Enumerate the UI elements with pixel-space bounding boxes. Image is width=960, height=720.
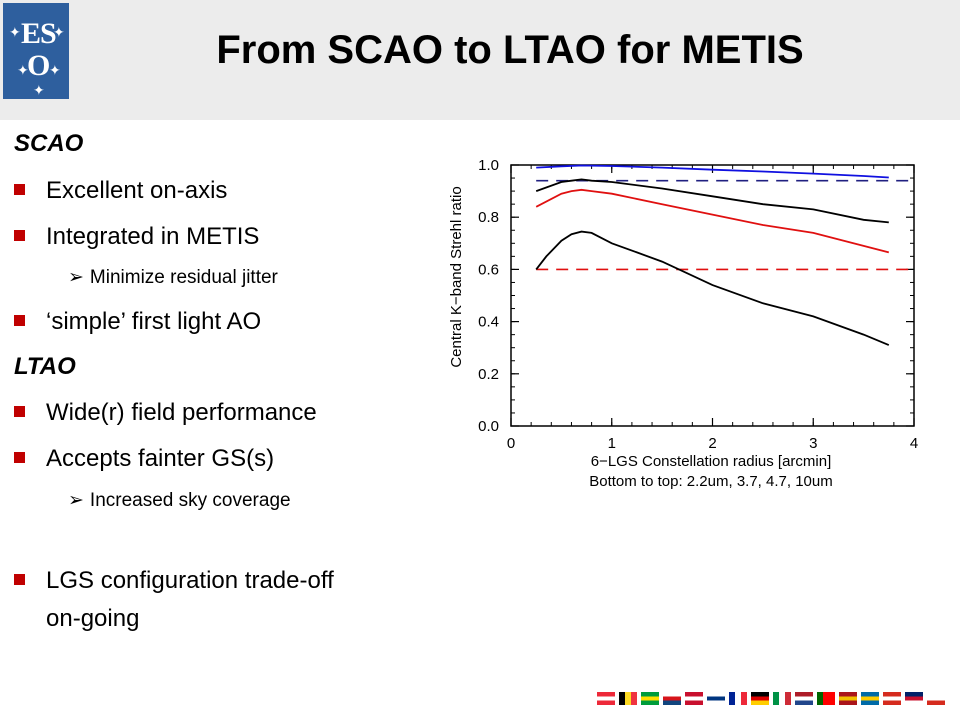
bullet-item: Wide(r) field performance [14, 398, 317, 428]
flag-icon [795, 692, 813, 705]
logo-text-bottom: O [27, 49, 51, 82]
series-line [536, 164, 889, 179]
y-tick-label: 0.6 [478, 261, 499, 278]
scao-heading: SCAO [14, 130, 84, 157]
bullet-text: Excellent on-axis [46, 177, 228, 204]
series-line [535, 178, 889, 224]
x-axis-label: 6−LGS Constellation radius [arcmin] [591, 453, 832, 470]
bullet-square-icon [14, 315, 25, 327]
flag-icon [905, 692, 923, 705]
y-tick-label: 0.2 [478, 366, 499, 383]
bullet-square-icon [14, 574, 25, 586]
flag-icon [927, 692, 945, 705]
flag-icon [685, 692, 703, 705]
flag-icon [619, 692, 637, 705]
sub-bullet-item: ➢ Increased sky coverage [68, 489, 291, 512]
bullet-square-icon [14, 452, 25, 464]
x-tick-label: 4 [910, 435, 918, 452]
sub-bullet-item: ➢ Minimize residual jitter [68, 266, 278, 289]
x-tick-label: 3 [809, 435, 817, 452]
flag-icon [817, 692, 835, 705]
logo-star-icon: ✦ [17, 62, 29, 78]
sub-bullet-text: Minimize residual jitter [89, 267, 278, 288]
flag-icon [883, 692, 901, 705]
sub-bullet-text: Increased sky coverage [89, 490, 291, 511]
flag-icon [729, 692, 747, 705]
arrow-bullet-icon: ➢ [68, 490, 84, 511]
y-tick-label: 0.4 [478, 314, 499, 331]
logo-star-icon: ✦ [33, 82, 45, 98]
eso-logo: ES O ✦ ✦ ✦ ✦ ✦ [3, 3, 69, 99]
flag-icon [773, 692, 791, 705]
y-tick-label: 0.8 [478, 209, 499, 226]
y-tick-label: 1.0 [478, 157, 499, 174]
bullet-square-icon [14, 406, 25, 418]
bullet-text: Wide(r) field performance [46, 399, 317, 426]
logo-text-top: ES [21, 17, 57, 50]
arrow-bullet-icon: ➢ [68, 267, 84, 288]
flag-icon [597, 692, 615, 705]
slide-title: From SCAO to LTAO for METIS [216, 28, 804, 72]
ltao-heading: LTAO [14, 353, 76, 380]
flag-icon [663, 692, 681, 705]
bullet-text: Integrated in METIS [46, 223, 260, 250]
series-line [535, 230, 890, 346]
x-tick-label: 2 [708, 435, 716, 452]
series-line [535, 188, 890, 254]
logo-star-icon: ✦ [53, 24, 65, 40]
header-band [0, 0, 960, 120]
flag-icon [861, 692, 879, 705]
bullet-text: LGS configuration trade-off [46, 567, 334, 594]
logo-star-icon: ✦ [49, 62, 61, 78]
x-tick-label: 1 [608, 435, 616, 452]
bullet-item: Integrated in METIS [14, 222, 259, 252]
plot-area: 0 1 2 3 4 0.0 0.2 0.4 0.6 0.8 1.0 [478, 157, 918, 452]
bullet-text: Accepts fainter GS(s) [46, 445, 275, 472]
bullet-continuation: on-going [46, 605, 140, 632]
bullet-item: LGS configuration trade-off [14, 566, 334, 596]
bullet-text: ‘simple’ first light AO [46, 308, 262, 335]
bullet-item: ‘simple’ first light AO [14, 307, 261, 337]
flag-icon [641, 692, 659, 705]
flag-icon [707, 692, 725, 705]
bullet-item: Excellent on-axis [14, 176, 227, 206]
logo-star-icon: ✦ [9, 24, 21, 40]
bullet-square-icon [14, 230, 25, 242]
x-tick-label: 0 [507, 435, 515, 452]
flag-icon [751, 692, 769, 705]
y-axis-label: Central K−band Strehl ratio [448, 186, 465, 367]
x-axis-label-line2: Bottom to top: 2.2um, 3.7, 4.7, 10um [589, 473, 832, 490]
flag-icon [839, 692, 857, 705]
bullet-item: Accepts fainter GS(s) [14, 444, 274, 474]
y-tick-label: 0.0 [478, 418, 499, 435]
bullet-square-icon [14, 184, 25, 196]
plot-frame [510, 164, 915, 427]
